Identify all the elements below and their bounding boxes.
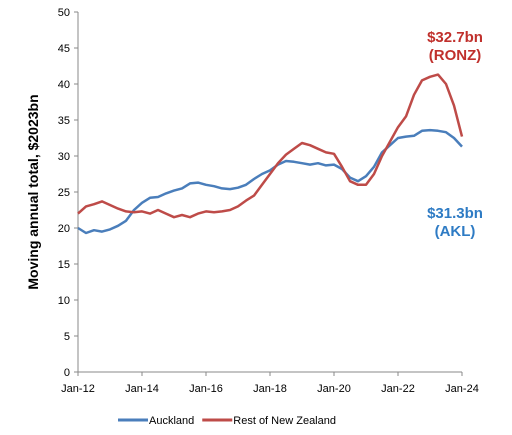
annotation: (AKL) (435, 223, 476, 240)
annotation: $31.3bn (427, 205, 483, 222)
y-tick-label: 40 (58, 79, 70, 91)
x-tick-label: Jan-20 (317, 383, 351, 395)
y-tick-label: 15 (58, 259, 70, 271)
legend-label: Auckland (149, 415, 194, 427)
y-tick-label: 30 (58, 151, 70, 163)
y-tick-label: 45 (58, 43, 70, 55)
x-tick-label: Jan-16 (189, 383, 223, 395)
x-tick-label: Jan-18 (253, 383, 287, 395)
annotation: $32.7bn (427, 29, 483, 46)
y-tick-label: 10 (58, 295, 70, 307)
y-tick-label: 20 (58, 223, 70, 235)
x-tick-label: Jan-12 (61, 383, 95, 395)
series-line (77, 128, 463, 235)
legend-label: Rest of New Zealand (233, 415, 336, 427)
series-line (77, 73, 464, 219)
x-tick-label: Jan-14 (125, 383, 159, 395)
y-tick-label: 25 (58, 187, 70, 199)
y-tick-label: 50 (58, 7, 70, 19)
y-tick-label: 35 (58, 115, 70, 127)
y-tick-label: 0 (64, 367, 70, 379)
annotation: (RONZ) (429, 47, 482, 64)
x-tick-label: Jan-24 (445, 383, 479, 395)
y-tick-label: 5 (64, 331, 70, 343)
y-axis-label: Moving annual total, $2023bn (25, 94, 41, 289)
x-tick-label: Jan-22 (381, 383, 415, 395)
